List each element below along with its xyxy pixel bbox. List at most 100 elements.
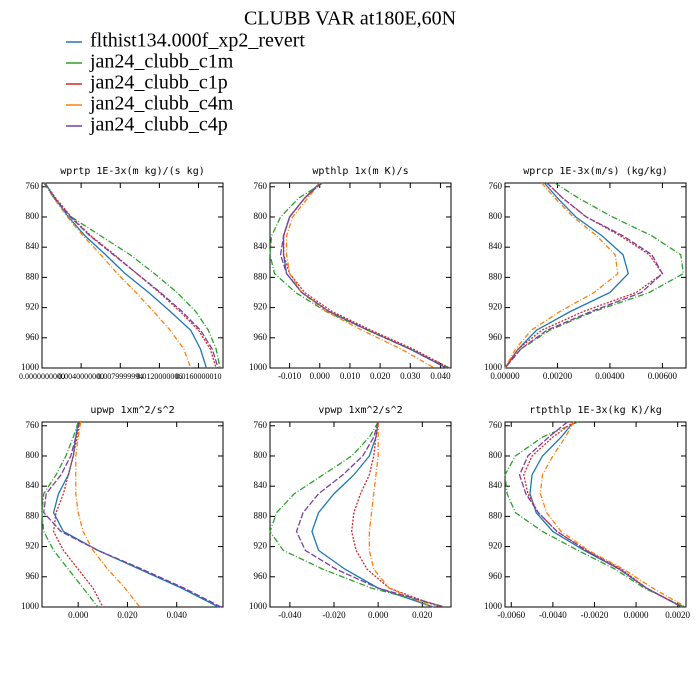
x-tick-label: -0.0060	[497, 610, 525, 620]
x-tick-label: 0.0040000000	[58, 372, 104, 381]
y-tick-label: 800	[489, 450, 503, 460]
panel-title: wprcp 1E-3x(m/s) (kg/kg)	[523, 166, 668, 177]
y-tick-label: 920	[489, 302, 503, 312]
y-tick-label: 760	[489, 420, 503, 430]
series-line	[269, 421, 445, 608]
y-tick-label: 760	[254, 420, 268, 430]
y-tick-label: 880	[254, 510, 268, 520]
y-tick-label: 960	[254, 571, 268, 581]
series-line	[43, 182, 221, 369]
y-tick-label: 880	[489, 510, 503, 520]
plot-frame	[269, 182, 452, 369]
y-tick-label: 800	[254, 450, 268, 460]
y-tick-label: 840	[489, 480, 503, 490]
series-line	[75, 421, 141, 608]
series-line	[504, 182, 619, 369]
y-tick-label: 1000	[21, 362, 40, 372]
x-tick-label: 0.000	[68, 610, 89, 620]
x-tick-label: 0.00000	[490, 371, 520, 381]
y-tick-label: 1000	[21, 601, 40, 611]
x-tick-label: 0.00400	[595, 371, 625, 381]
y-tick-label: 1000	[249, 362, 268, 372]
panel-title: vpwp 1xm^2/s^2	[318, 405, 402, 416]
series-line	[282, 182, 450, 369]
y-tick-label: 960	[489, 571, 503, 581]
x-tick-label: 0.00600	[648, 371, 678, 381]
series-line	[41, 421, 99, 608]
x-tick-label: 0.0079999994	[97, 372, 143, 381]
series-line	[504, 182, 685, 369]
legend-label: jan24_clubb_c1m	[89, 51, 234, 73]
panel-title: wprtp 1E-3x(m kg)/(s kg)	[60, 166, 205, 177]
series-line	[269, 182, 450, 369]
series-line	[44, 182, 192, 369]
x-tick-label: 0.0000000000	[19, 372, 65, 381]
y-tick-label: 760	[254, 181, 268, 191]
y-tick-label: 760	[26, 181, 40, 191]
series-line	[44, 182, 207, 369]
series-line	[504, 182, 664, 369]
y-tick-label: 920	[26, 302, 40, 312]
y-tick-label: 960	[254, 332, 268, 342]
series-line	[311, 421, 434, 608]
y-tick-label: 920	[26, 541, 40, 551]
plot-frame	[504, 421, 687, 608]
x-tick-label: 0.00200	[543, 371, 573, 381]
y-tick-label: 840	[26, 480, 40, 490]
x-tick-label: 0.040	[167, 610, 188, 620]
x-tick-label: 0.030	[400, 371, 421, 381]
x-tick-label: 0.020	[117, 610, 138, 620]
legend-label: jan24_clubb_c4m	[89, 93, 234, 115]
series-line	[279, 182, 447, 369]
y-tick-label: 1000	[484, 362, 503, 372]
legend-label: jan24_clubb_c1p	[89, 72, 228, 94]
series-line	[44, 182, 217, 369]
figure-title: CLUBB VAR at180E,60N	[244, 8, 456, 30]
y-tick-label: 800	[26, 450, 40, 460]
series-line	[44, 182, 219, 369]
x-tick-label: 0.000	[310, 371, 331, 381]
series-line	[282, 182, 447, 369]
panel-title: rtpthlp 1E-3x(kg K)/kg	[529, 405, 661, 416]
y-tick-label: 880	[26, 271, 40, 281]
y-tick-label: 840	[254, 241, 268, 251]
x-tick-label: -0.040	[278, 610, 302, 620]
plot-frame	[269, 421, 452, 608]
x-tick-label: 0.020	[370, 371, 391, 381]
y-tick-label: 960	[489, 332, 503, 342]
series-line	[539, 421, 687, 608]
panel-title: upwp 1xm^2/s^2	[90, 405, 174, 416]
y-tick-label: 880	[254, 271, 268, 281]
series-line	[295, 421, 445, 608]
y-tick-label: 880	[489, 271, 503, 281]
x-tick-label: 0.0000	[624, 610, 649, 620]
series-line	[368, 422, 434, 608]
y-tick-label: 840	[489, 241, 503, 251]
legend-label: flthist134.000f_xp2_revert	[90, 30, 305, 52]
series-line	[504, 421, 685, 608]
x-tick-label: -0.020	[322, 610, 346, 620]
y-tick-label: 840	[26, 241, 40, 251]
y-tick-label: 920	[254, 302, 268, 312]
y-tick-label: 800	[489, 211, 503, 221]
y-tick-label: 800	[254, 211, 268, 221]
y-tick-label: 800	[26, 211, 40, 221]
x-tick-label: 0.000	[368, 610, 389, 620]
x-tick-label: 0.0160000010	[176, 372, 222, 381]
x-tick-label: 0.010	[340, 371, 361, 381]
y-tick-label: 960	[26, 571, 40, 581]
x-tick-label: -0.0040	[539, 610, 567, 620]
series-line	[504, 182, 630, 369]
x-tick-label: 0.040	[430, 371, 451, 381]
series-line	[351, 421, 441, 608]
y-tick-label: 880	[26, 510, 40, 520]
y-tick-label: 1000	[484, 601, 503, 611]
plot-frame	[41, 182, 224, 369]
y-tick-label: 760	[26, 420, 40, 430]
plot-frame	[41, 421, 224, 608]
x-tick-label: 0.0020	[665, 610, 690, 620]
series-line	[43, 421, 222, 608]
x-tick-label: 0.020	[412, 610, 433, 620]
series-line	[518, 421, 683, 608]
